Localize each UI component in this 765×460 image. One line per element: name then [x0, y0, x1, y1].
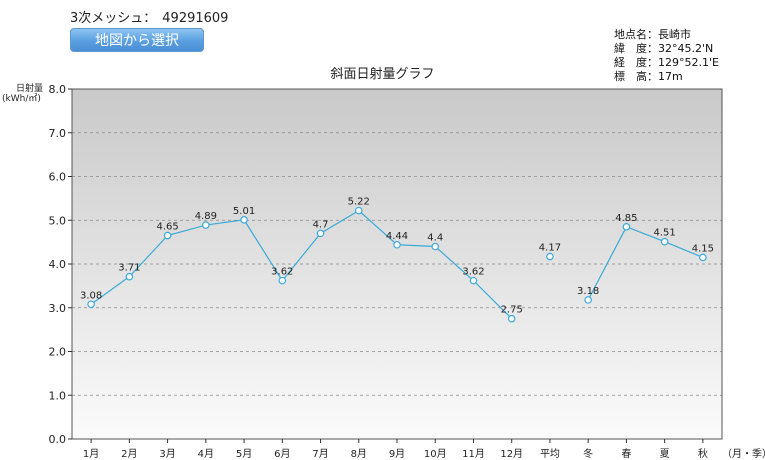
- data-label: 4.44: [386, 231, 408, 242]
- x-tick-label: 1月: [83, 448, 99, 460]
- series-line: [90, 209, 513, 320]
- location-name-value: 長崎市: [658, 28, 691, 41]
- x-axis-label: （月・季）: [722, 448, 765, 460]
- data-point: [163, 231, 172, 240]
- latitude-label: 緯 度：: [614, 42, 658, 55]
- data-label: 5.22: [348, 197, 370, 208]
- longitude-row: 経 度：129°52.1'E: [614, 56, 719, 70]
- altitude-value: 17m: [658, 70, 683, 83]
- location-info: 地点名：長崎市 緯 度：32°45.2'N 経 度：129°52.1'E 標 高…: [614, 28, 719, 84]
- data-label: 3.62: [462, 267, 484, 278]
- x-tick-label: 2月: [121, 448, 137, 460]
- altitude-label: 標 高：: [614, 70, 658, 83]
- data-point: [469, 276, 478, 285]
- altitude-row: 標 高：17m: [614, 70, 719, 84]
- latitude-value: 32°45.2'N: [658, 42, 714, 55]
- data-point: [278, 276, 287, 285]
- x-tick-label: 10月: [424, 448, 447, 460]
- x-tick-label: 冬: [583, 447, 593, 460]
- x-tick-label: 6月: [274, 448, 290, 460]
- series-line: [587, 226, 704, 301]
- x-tick-label: 平均: [540, 448, 560, 460]
- y-axis-label-line2: (kWh/㎡): [2, 94, 41, 104]
- mesh-label: 3次メッシュ：: [70, 11, 157, 26]
- data-point: [431, 242, 440, 251]
- data-label: 4.85: [615, 213, 637, 224]
- data-point: [546, 252, 554, 261]
- data-label: 4.4: [427, 233, 443, 244]
- data-label: 4.89: [195, 211, 217, 222]
- data-label: 3.08: [80, 290, 102, 301]
- data-point: [622, 223, 631, 231]
- data-label: 4.15: [692, 243, 714, 254]
- x-tick-label: 3月: [159, 448, 175, 460]
- data-point: [699, 253, 707, 262]
- x-tick-label: 11月: [462, 448, 485, 460]
- data-label: 3.18: [577, 286, 599, 297]
- data-point: [354, 206, 363, 215]
- y-tick-label: 1.0: [49, 389, 67, 402]
- data-point: [202, 221, 210, 229]
- chart-title: 斜面日射量グラフ: [330, 67, 435, 82]
- data-label: 3.62: [271, 267, 293, 278]
- x-tick-label: 5月: [236, 448, 252, 460]
- y-axis-label: 日射量 (kWh/㎡): [2, 84, 43, 104]
- data-label: 4.51: [654, 228, 676, 239]
- select-from-map-button[interactable]: 地図から選択: [70, 28, 204, 52]
- x-tick-label: 9月: [389, 448, 405, 460]
- x-tick-label: 秋: [698, 447, 708, 460]
- y-tick-label: 2.0: [49, 346, 67, 359]
- x-tick-label: 8月: [351, 448, 367, 460]
- x-tick-label: 12月: [500, 448, 523, 460]
- mesh-code: 3次メッシュ： 49291609: [70, 7, 228, 26]
- y-tick-label: 5.0: [49, 214, 67, 227]
- y-tick-label: 8.0: [49, 83, 67, 96]
- data-point: [660, 237, 669, 246]
- x-tick-label: 春: [621, 448, 631, 460]
- data-point: [240, 216, 248, 224]
- data-point: [393, 240, 401, 249]
- data-label: 4.65: [156, 222, 178, 233]
- mesh-value: 49291609: [162, 11, 229, 26]
- y-tick-label: 3.0: [49, 302, 67, 315]
- y-tick-label: 4.0: [49, 258, 67, 271]
- data-label: 4.7: [313, 219, 329, 230]
- data-point: [584, 296, 592, 304]
- x-tick-label: 7月: [312, 448, 328, 460]
- longitude-label: 経 度：: [614, 56, 658, 69]
- x-tick-label: 夏: [660, 448, 670, 460]
- data-label: 2.75: [501, 305, 523, 316]
- y-axis-label-line1: 日射量: [16, 84, 44, 94]
- data-label: 4.17: [539, 243, 561, 254]
- y-tick-label: 0.0: [49, 433, 67, 446]
- data-point: [125, 272, 134, 281]
- location-name-label: 地点名：: [614, 28, 658, 41]
- data-label: 3.71: [118, 263, 140, 274]
- data-point: [87, 300, 95, 309]
- data-label: 5.01: [233, 206, 255, 217]
- data-point: [316, 229, 325, 238]
- data-point: [507, 314, 516, 323]
- location-name-row: 地点名：長崎市: [614, 28, 719, 42]
- longitude-value: 129°52.1'E: [658, 56, 719, 69]
- x-tick-label: 4月: [198, 448, 214, 460]
- latitude-row: 緯 度：32°45.2'N: [614, 42, 719, 56]
- y-tick-label: 7.0: [49, 127, 67, 140]
- y-tick-label: 6.0: [49, 171, 67, 184]
